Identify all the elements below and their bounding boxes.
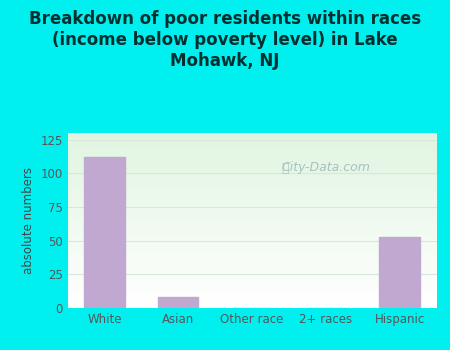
Bar <box>158 297 198 308</box>
Bar <box>379 237 420 308</box>
Text: City-Data.com: City-Data.com <box>281 161 370 175</box>
Y-axis label: absolute numbers: absolute numbers <box>22 167 35 274</box>
Text: ⓘ: ⓘ <box>281 161 289 175</box>
Bar <box>84 157 125 308</box>
Text: Breakdown of poor residents within races
(income below poverty level) in Lake
Mo: Breakdown of poor residents within races… <box>29 10 421 70</box>
